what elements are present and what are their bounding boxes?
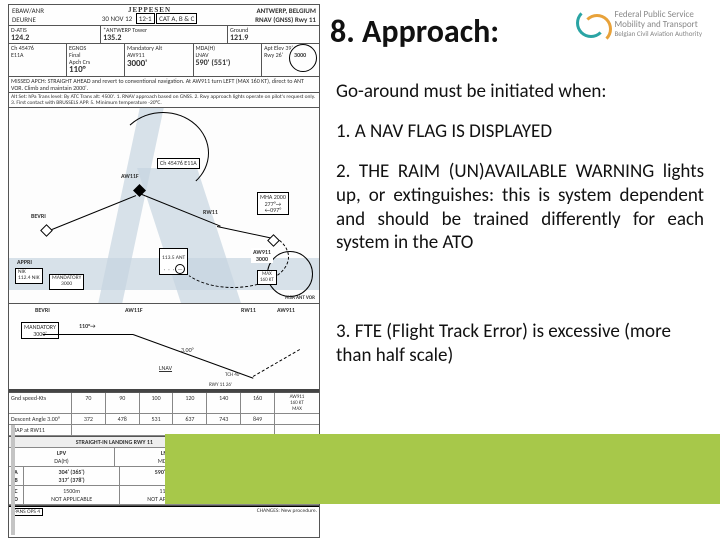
mda-val: 590' (551') xyxy=(196,59,260,68)
mandatory-alt-val: 3000' xyxy=(127,59,191,69)
chart-location: ANTWERP, BELGIUM xyxy=(255,6,316,15)
point-1: 1. A NAV FLAG IS DISPLAYED xyxy=(336,120,704,144)
chart-airport-code: EBAW/ANR xyxy=(12,6,44,15)
msa-circle-label: MSA ANT VOR xyxy=(285,295,315,301)
lpv-b: 317' (378') xyxy=(59,476,85,484)
chart-freq-row: D-ATIS 124.2 *ANTWERP Tower 135.2 Ground… xyxy=(9,26,319,44)
map-label: MAP at RW11 xyxy=(9,425,72,435)
prof-bevri: BEVRI xyxy=(35,306,50,314)
vis-a: 1500m xyxy=(63,487,80,495)
point-2: 2. THE RAIM (UN)AVAILABLE WAR­NING light… xyxy=(336,160,704,255)
missed-approach-text: MISSED APCH: STRAIGHT AHEAD and revert t… xyxy=(9,77,319,92)
lpv-a: 304' (365') xyxy=(59,468,85,476)
ch-label: Ch 45476 E11A xyxy=(11,45,64,58)
max-kt-box: AW911 160 KT MAX xyxy=(275,393,319,413)
prof-mandatory: MANDATORY 3000' xyxy=(21,322,59,339)
atis-freq: 124.2 xyxy=(11,34,98,43)
slide-title: 8. Approach: xyxy=(330,12,499,51)
prof-rw11: RW11 xyxy=(241,306,256,314)
da-label: DA(H) xyxy=(54,457,68,465)
lead-text: Go-around must be initiated when: xyxy=(336,80,704,104)
chart-header: EBAW/ANR DEURNE JEPPESEN 30 NOV 12 12-1 … xyxy=(9,5,319,26)
chart-missed-row: MISSED APCH: STRAIGHT AHEAD and revert t… xyxy=(9,77,319,93)
prof-lnav: LNAV xyxy=(159,364,172,372)
chart-page: 12-1 xyxy=(136,13,155,24)
speed-table: Gnd speed-Kts 70 90 100 120 140 160 AW91… xyxy=(9,393,319,437)
tower-label: *ANTWERP Tower xyxy=(103,27,225,34)
lpv-label: LPV xyxy=(57,449,66,457)
chart-profile: BEVRI AW11F RW11 AW911 MANDATORY 3000' 1… xyxy=(9,304,319,393)
chart-cat: CAT A, B & C xyxy=(156,13,197,24)
fix-bevri-label: BEVRI xyxy=(31,212,46,220)
fix-bevri xyxy=(40,224,53,237)
ground-freq: 121.9 xyxy=(230,34,317,43)
accent-bar xyxy=(165,434,720,504)
chart-notes-row: Alt Set: hPa Trans level: By ATC Trans a… xyxy=(9,93,319,108)
vor-ident: ANT xyxy=(176,255,185,261)
not-applicable1: NOT APPLICABLE xyxy=(51,495,92,503)
prof-aw911: AW911 xyxy=(277,306,295,314)
chart-planview: MSA ANT VOR BEVRI AW11F RW11 MHA 2000 27… xyxy=(9,108,319,304)
fix-aw11f-label: AW11F xyxy=(121,172,139,180)
aw911-alt: AW911 3000 xyxy=(251,248,273,263)
mandatory-alt-label: Mandatory Alt AW911 xyxy=(127,45,191,58)
mda-label: MDA(H) LNAV xyxy=(196,45,260,58)
final-label: EGNOS Final Apch Crs xyxy=(69,45,122,65)
authority-logo: Federal Public Service Mobility and Tran… xyxy=(576,8,702,40)
chart-briefing-row: Ch 45476 E11A EGNOS Final Apch Crs 110° … xyxy=(9,44,319,77)
mha-box: MHA 2000 277°→ ←097° xyxy=(257,192,289,215)
chart-procedure: RNAV (GNSS) Rwy 11 xyxy=(255,15,316,24)
logo-mark-icon xyxy=(576,8,608,40)
chart-date: 30 NOV 12 xyxy=(102,14,132,23)
chart-notes: Alt Set: hPa Trans level: By ATC Trans a… xyxy=(9,93,319,107)
final-crs: 110° xyxy=(69,65,122,75)
chart-side-tab xyxy=(11,425,15,535)
prof-tch: TCH 40' xyxy=(225,372,240,378)
fix-rw11-label: RW11 xyxy=(203,208,218,216)
logo-line3: Belgian Civil Aviation Authority xyxy=(614,30,702,38)
prof-rwy-elev: RWY 11 26' xyxy=(209,382,232,388)
descent-angle-label: Descent Angle 3.00° xyxy=(9,414,72,424)
point-3: 3. FTE (Flight Track Error) is excessive… xyxy=(336,320,704,368)
chart-airport-name: DEURNE xyxy=(12,15,44,24)
pansops-label: PANS OPS 4 xyxy=(11,508,43,516)
appri-label: APPRI xyxy=(17,258,32,266)
msa-val: 3000 xyxy=(294,52,306,59)
prof-aw11f: AW11F xyxy=(125,306,143,314)
nik-box: NIK 112.4 NIK xyxy=(15,268,43,284)
prof-course: 110°→ xyxy=(79,322,96,330)
gnd-speed-label: Gnd speed-Kts xyxy=(9,393,72,413)
aw911-max: MAX 160 KT xyxy=(257,270,277,285)
chart-footer: CHANGES: New procedure. xyxy=(257,508,317,516)
vor-freq: 113.5 xyxy=(162,255,175,261)
hold-box: Ch 45476 E11A xyxy=(157,158,200,168)
prof-gp: 3.00° xyxy=(181,346,194,354)
tower-freq: 135.2 xyxy=(103,34,225,43)
mandatory-box: MANDATORY 3000 xyxy=(49,274,84,290)
